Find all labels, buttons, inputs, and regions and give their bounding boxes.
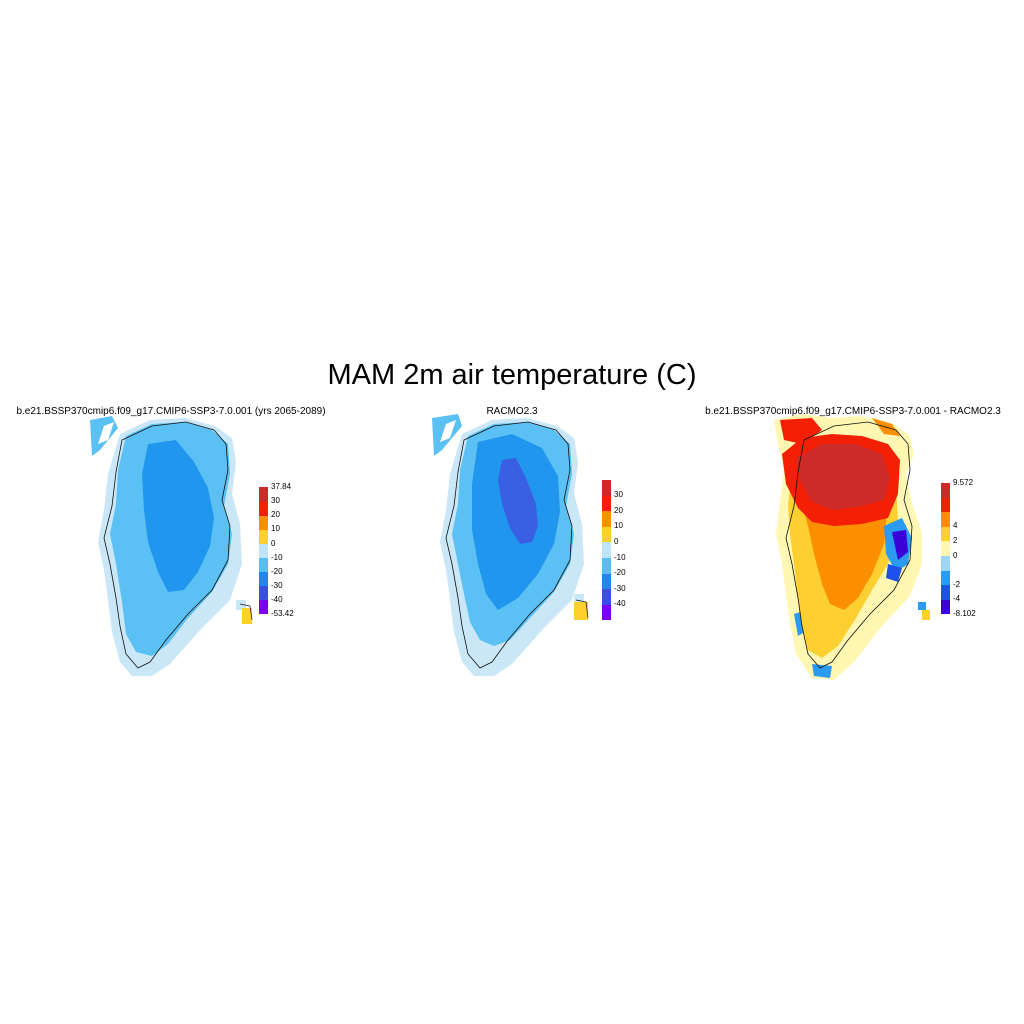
panel-title-racmo: RACMO2.3 <box>486 406 538 417</box>
greenland-interior-zone <box>142 440 214 592</box>
colorbar-tick-label: 30 <box>271 496 280 506</box>
colorbar-tick-label: -10 <box>614 552 626 562</box>
colorbar-tick-label: -20 <box>614 568 626 578</box>
iceland-patch <box>236 600 253 624</box>
colorbar-tick-label: 4 <box>953 521 958 531</box>
colorbar-swatch <box>259 501 268 516</box>
colorbar-tick-label: -4 <box>953 594 961 604</box>
colorbar-tick-label: -20 <box>271 566 283 576</box>
colorbar-tick-label: -2 <box>953 579 961 589</box>
colorbar-tick-label: 0 <box>953 550 958 560</box>
colorbar-swatch <box>602 588 611 605</box>
sea-ice-strip <box>90 416 118 456</box>
colorbar-swatch <box>941 526 950 542</box>
colorbar-swatch <box>602 495 611 512</box>
colorbar-tick-label: 10 <box>271 524 280 534</box>
colorbar-tick-label: 37.84 <box>271 482 292 492</box>
colorbar-swatch <box>259 599 268 615</box>
colorbar-swatch <box>602 542 611 559</box>
colorbar-swatch <box>941 584 950 600</box>
colorbar-swatch <box>259 529 268 544</box>
colorbar-tick-label: 20 <box>271 510 280 520</box>
colorbar-tick-label: 30 <box>614 490 623 500</box>
colorbar-swatch <box>259 585 268 601</box>
colorbar-swatch <box>602 479 611 496</box>
map-difference <box>774 414 930 680</box>
colorbar-swatch <box>941 541 950 557</box>
colorbar-tick-label: 10 <box>614 521 623 531</box>
colorbar-tick-label: -8.102 <box>953 609 976 618</box>
colorbar-swatch <box>259 515 268 530</box>
colorbar-tick-label: 0 <box>614 537 619 546</box>
colorbar-swatch <box>941 599 950 615</box>
colorbar-tick-label: -40 <box>271 594 283 604</box>
colorbar-swatch <box>602 526 611 543</box>
colorbar-tick-label: -40 <box>614 599 626 609</box>
colorbar-swatch <box>941 511 950 527</box>
colorbar-tick-label: 9.572 <box>953 477 974 487</box>
colorbar-tick-label: 2 <box>953 536 958 545</box>
panel-title-difference: b.e21.BSSP370cmip6.f09_g17.CMIP6-SSP3-7.… <box>705 406 1001 417</box>
difference-max-zone <box>796 444 890 510</box>
greenland-coastline <box>785 421 913 669</box>
colorbar-swatch <box>259 571 268 587</box>
colorbar-swatch <box>602 573 611 590</box>
colorbar-swatch <box>259 543 268 559</box>
colorbar-swatch <box>941 482 950 498</box>
iceland-patch <box>574 594 589 620</box>
colorbar-swatch <box>941 555 950 571</box>
colorbar-tick-label: -30 <box>614 583 626 593</box>
colorbar-tick-label: -53.42 <box>271 609 294 618</box>
colorbar-swatch <box>602 557 611 574</box>
greenland-coastline <box>445 421 573 669</box>
colorbar-swatch <box>602 510 611 527</box>
panel-title-model: b.e21.BSSP370cmip6.f09_g17.CMIP6-SSP3-7.… <box>16 406 326 417</box>
colorbar-tick-label: 0 <box>271 538 276 548</box>
colorbar-tick-label: -30 <box>271 580 283 590</box>
colorbar-swatch <box>259 557 268 573</box>
colorbar-swatch <box>602 604 611 621</box>
map-racmo <box>432 414 589 676</box>
colorbar-tick-label: 20 <box>614 505 623 515</box>
difference-cool-zone <box>884 518 912 582</box>
colorbar-tick-label: -10 <box>271 552 283 562</box>
colorbar-swatch <box>259 487 268 502</box>
map-model <box>90 416 253 676</box>
colorbar-swatch <box>941 570 950 586</box>
greenland-coastline <box>103 421 231 669</box>
greenland-summit-zone <box>498 458 538 544</box>
figure-title: MAM 2m air temperature (C) <box>327 359 697 391</box>
colorbar-swatch <box>941 497 950 513</box>
sea-ice-strip <box>432 414 462 456</box>
